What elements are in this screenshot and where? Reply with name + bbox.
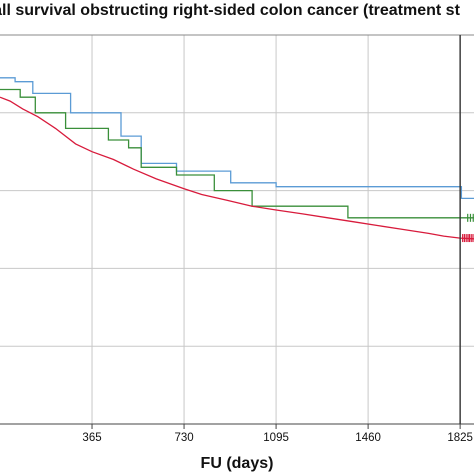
x-tick-label-1: 730 [174, 432, 193, 444]
x-tick-layer: 365 730 1095 1460 1825 [82, 424, 473, 444]
x-tick-label-0: 365 [82, 432, 101, 444]
x-tick-label-2: 1095 [263, 432, 289, 444]
x-tick-label-4: 1825 [447, 432, 473, 444]
survival-curve-3 [0, 96, 474, 240]
x-axis-label: FU (days) [200, 455, 274, 472]
x-tick-label-3: 1460 [355, 432, 381, 444]
survival-curve-1 [0, 77, 474, 200]
series-layer [0, 77, 474, 243]
chart-title: erall survival obstructing right-sided c… [0, 2, 460, 19]
survival-curve-2 [0, 88, 474, 219]
plot-frame [0, 34, 474, 425]
